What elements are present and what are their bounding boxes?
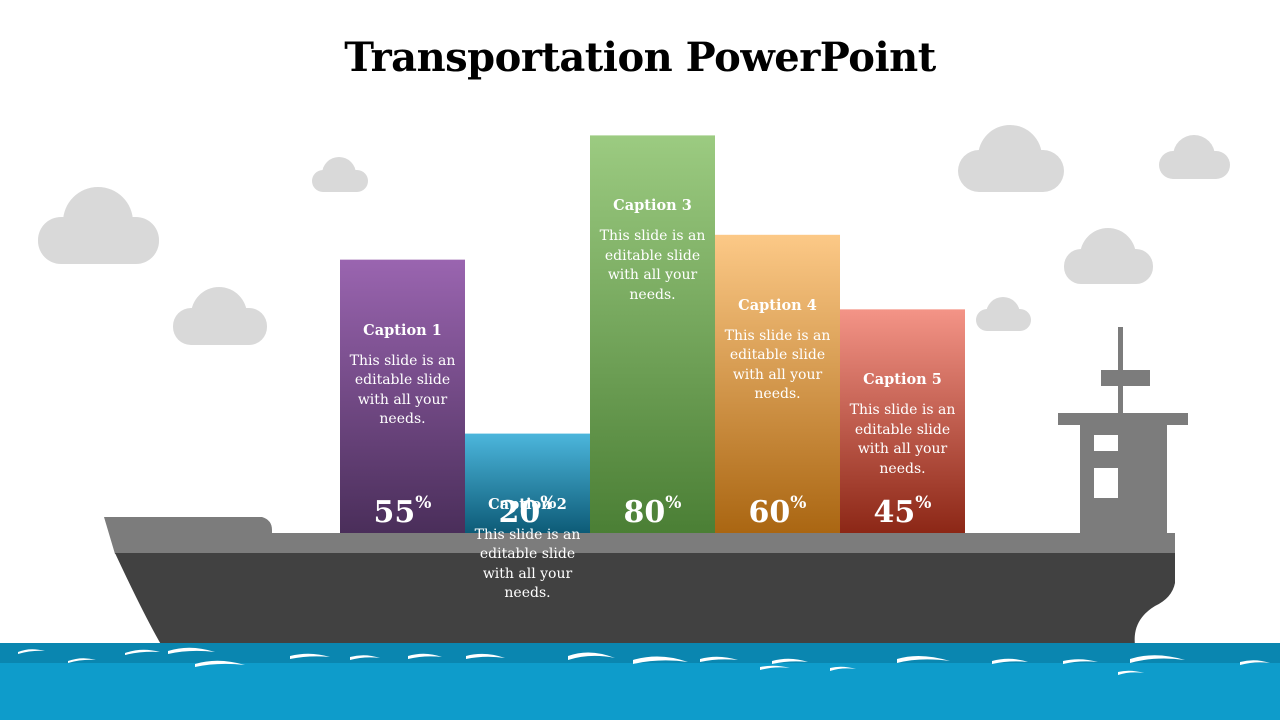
bar-label-group-5: Caption 5 This slide is an editable slide…	[840, 309, 965, 533]
bar-caption: Caption 1	[363, 321, 442, 339]
cloud-icon	[958, 125, 1064, 192]
bar-value-label: 60%	[748, 492, 807, 530]
bar-value-label: 20%	[498, 492, 557, 530]
wave-crests	[18, 647, 1270, 675]
bar-label-group-1: Caption 1 This slide is an editable slide…	[340, 260, 465, 533]
bar-value-label: 55%	[373, 492, 432, 530]
bar-label-group-4: Caption 4 This slide is an editable slide…	[715, 235, 840, 533]
bar-caption: Caption 5	[863, 371, 942, 389]
cloud-icon	[1064, 228, 1153, 284]
bar-description: This slide is an editable slide with all…	[849, 402, 956, 477]
cloud-icon	[38, 187, 159, 264]
bar-label-group-3: Caption 3 This slide is an editable slide…	[590, 135, 715, 533]
bar-caption: Caption 2	[488, 495, 567, 513]
bar-2	[465, 433, 590, 533]
bar-description: This slide is an editable slide with all…	[724, 327, 831, 403]
bar-5	[840, 309, 965, 533]
slide-title: Transportation PowerPoint	[344, 34, 936, 81]
cloud-icon	[312, 157, 368, 192]
ship-hull	[115, 553, 1175, 656]
bar-value-label: 45%	[873, 492, 932, 530]
sea-horizon	[0, 643, 1280, 663]
bar-description: This slide is an editable slide with all…	[599, 228, 706, 303]
bar-caption: Caption 3	[613, 197, 692, 215]
bar-label-group-2: Caption 2 This slide is an editable slide…	[465, 434, 590, 601]
bar-caption: Caption 4	[738, 296, 817, 314]
bar-description: This slide is an editable slide with all…	[474, 526, 581, 602]
ship-superstructure	[1058, 327, 1188, 536]
cloud-icon	[976, 297, 1031, 331]
bar-1	[340, 259, 465, 533]
bar-3	[590, 135, 715, 533]
cloud-icon	[1159, 135, 1230, 179]
cloud-icon	[173, 287, 267, 345]
bar-value-label: 80%	[623, 492, 682, 530]
bar-description: This slide is an editable slide with all…	[349, 352, 456, 428]
ship-deck	[104, 517, 1175, 554]
bar-4	[715, 234, 840, 534]
